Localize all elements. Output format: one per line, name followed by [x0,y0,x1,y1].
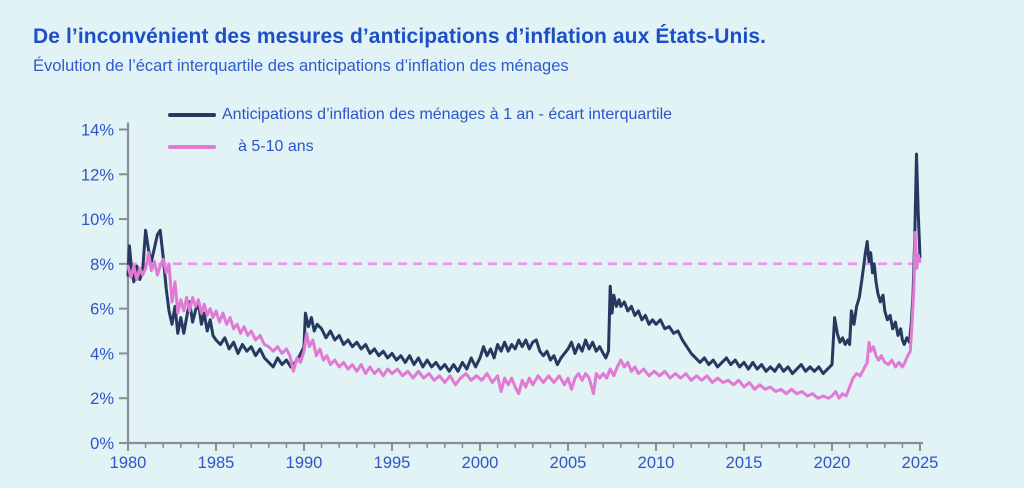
legend-label-5-10ans: à 5-10 ans [238,137,314,155]
legend-item-1an: Anticipations d’inflation des ménages à … [168,105,672,124]
y-tick-label: 6% [90,301,114,319]
y-tick-label: 12% [81,166,114,184]
y-tick-label: 2% [90,390,114,408]
legend: Anticipations d’inflation des ménages à … [168,105,672,169]
y-tick-label: 10% [81,211,114,229]
x-tick-label: 2000 [462,454,499,472]
legend-item-5-10ans: à 5-10 ans [168,137,672,156]
series-line-5-10ans [126,231,922,400]
x-tick-label: 1985 [198,454,235,472]
page-subtitle: Évolution de l’écart interquartile des a… [33,57,569,75]
x-tick-label: 1990 [286,454,323,472]
x-tick-label: 1995 [374,454,411,472]
x-tick-label: 2010 [638,454,675,472]
y-tick-label: 14% [81,122,114,140]
x-tick-label: 2025 [902,454,939,472]
y-tick-label: 0% [90,435,114,453]
series-line-1an [126,152,922,376]
y-tick-label: 4% [90,345,114,363]
x-tick-label: 1980 [110,454,147,472]
y-tick-label: 8% [90,256,114,274]
page-title: De l’inconvénient des mesures d’anticipa… [33,25,767,48]
x-tick-label: 2015 [726,454,763,472]
line-swatch-5-10ans-icon [168,144,216,149]
legend-label-1an: Anticipations d’inflation des ménages à … [222,105,673,123]
x-tick-label: 2020 [814,454,851,472]
x-tick-label: 2005 [550,454,587,472]
line-swatch-1an-icon [168,112,216,117]
